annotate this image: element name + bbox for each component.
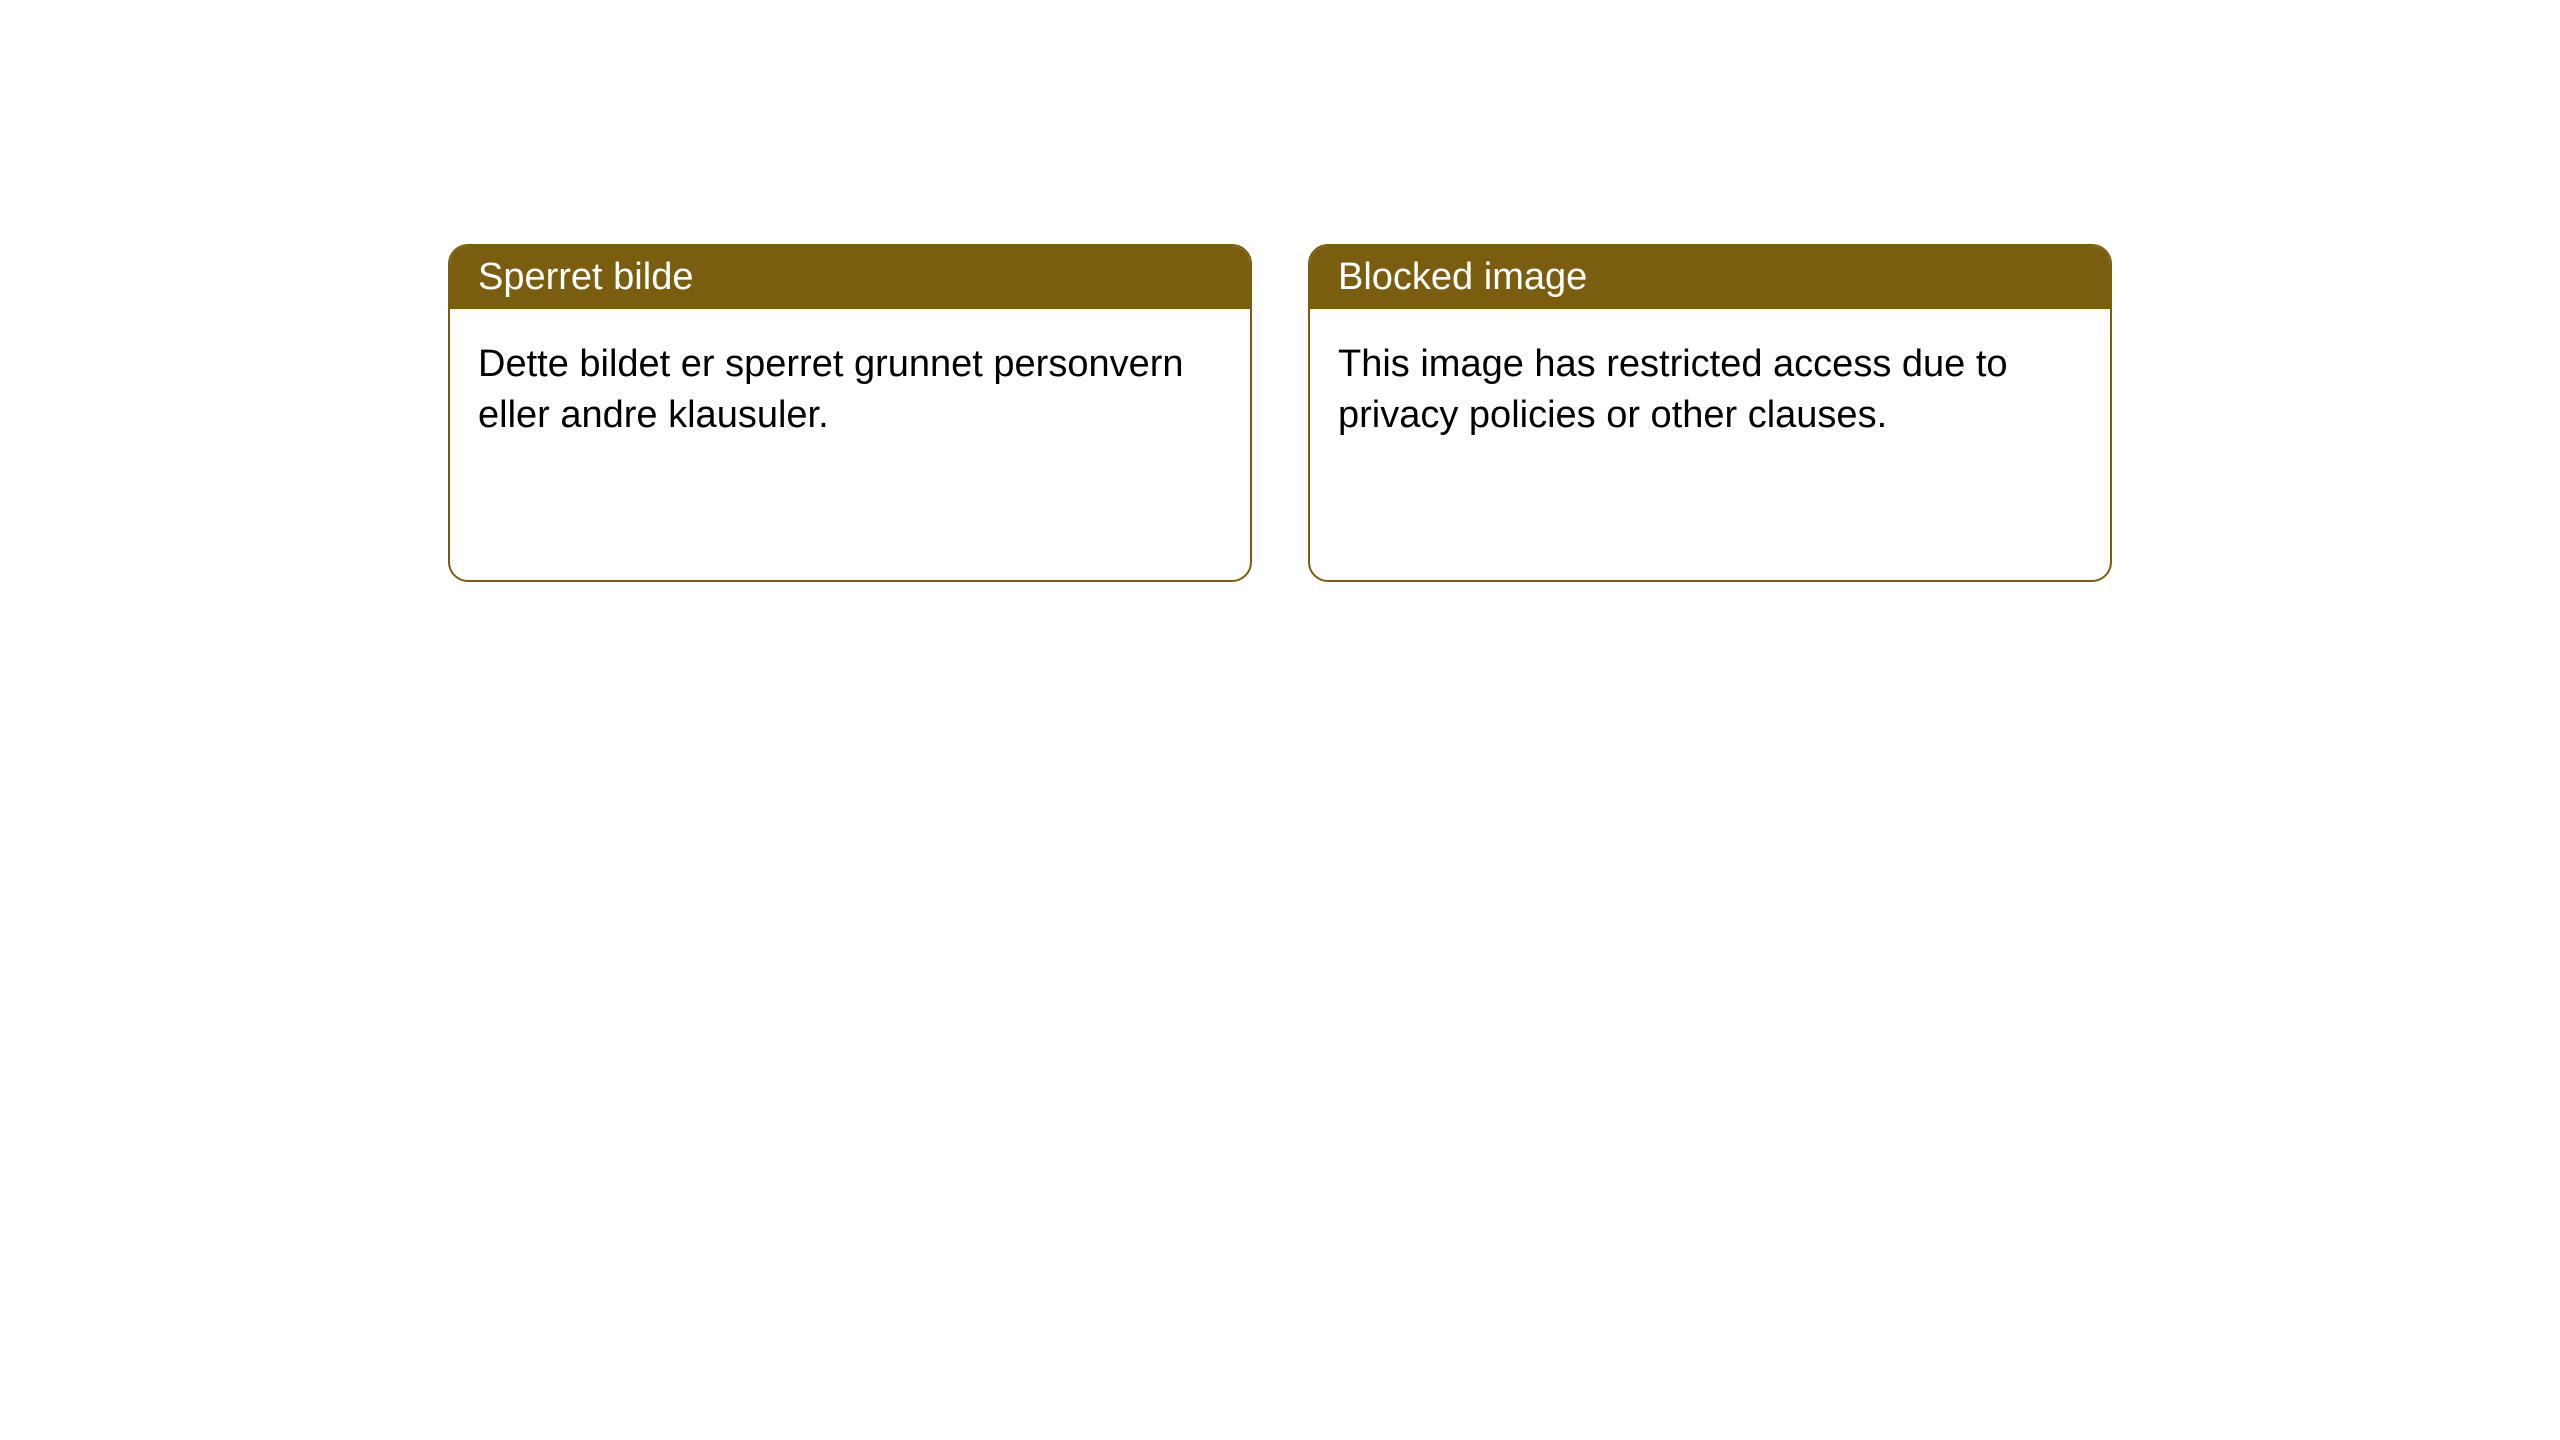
- blocked-image-cards: Sperret bilde Dette bildet er sperret gr…: [448, 244, 2112, 582]
- card-header-no: Sperret bilde: [450, 246, 1250, 309]
- card-text-en: This image has restricted access due to …: [1338, 343, 2008, 436]
- card-body-no: Dette bildet er sperret grunnet personve…: [450, 309, 1250, 472]
- blocked-image-card-no: Sperret bilde Dette bildet er sperret gr…: [448, 244, 1252, 582]
- card-title-en: Blocked image: [1338, 256, 1587, 298]
- card-title-no: Sperret bilde: [478, 256, 693, 298]
- card-text-no: Dette bildet er sperret grunnet personve…: [478, 343, 1184, 436]
- card-body-en: This image has restricted access due to …: [1310, 309, 2110, 472]
- card-header-en: Blocked image: [1310, 246, 2110, 309]
- blocked-image-card-en: Blocked image This image has restricted …: [1308, 244, 2112, 582]
